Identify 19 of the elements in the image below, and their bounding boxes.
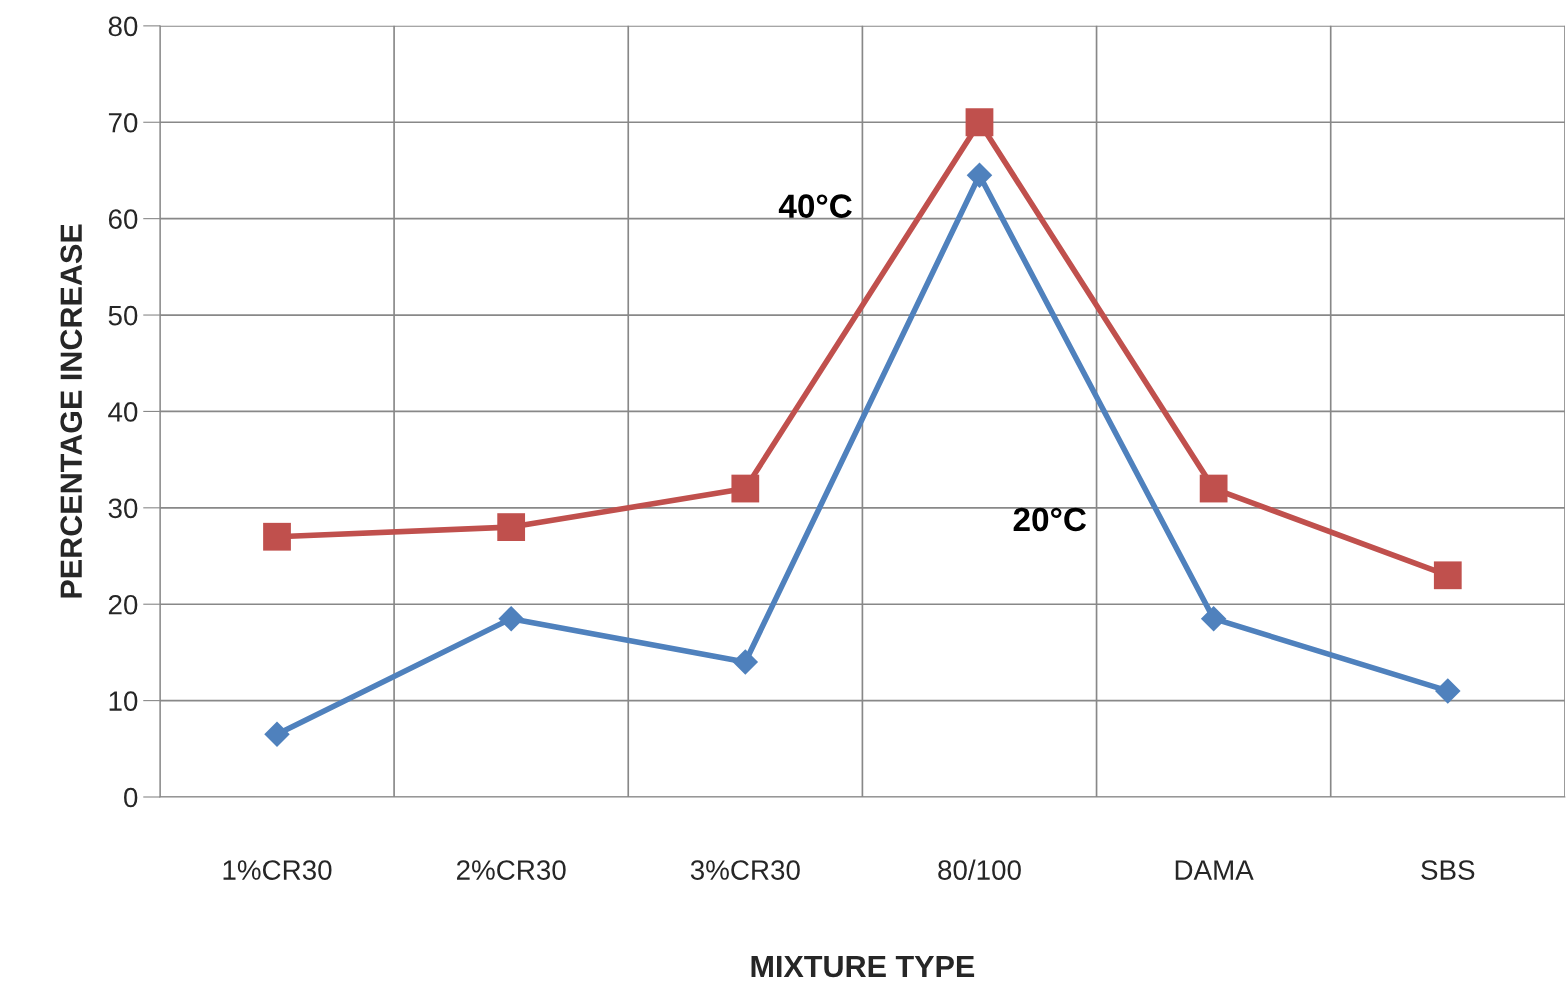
x-tick-label: 3%CR30	[690, 860, 800, 880]
x-axis-title: MIXTURE TYPE	[751, 955, 975, 978]
y-axis-title: PERCENTAGE INCREASE	[60, 224, 83, 598]
x-tick-label: 80/100	[938, 859, 1021, 880]
y-tick-label: 20	[108, 594, 138, 615]
y-tick-label: 80	[108, 16, 138, 37]
y-tick-label: 10	[109, 691, 138, 711]
y-tick-label: 40	[108, 402, 138, 422]
y-tick-label: 70	[108, 112, 138, 133]
y-tick-label: 50	[108, 305, 138, 326]
x-tick-label: 2%CR30	[456, 860, 566, 880]
y-tick-label: 0	[124, 787, 138, 808]
y-tick-label: 30	[108, 498, 138, 519]
x-tick-label: 1%CR30	[223, 860, 332, 880]
series-label: 20°C	[1013, 507, 1087, 532]
y-tick-label: 60	[108, 209, 138, 229]
x-tick-label: DAMA	[1175, 860, 1254, 880]
series-label: 40°C	[778, 194, 852, 218]
x-tick-label: SBS	[1421, 860, 1475, 880]
